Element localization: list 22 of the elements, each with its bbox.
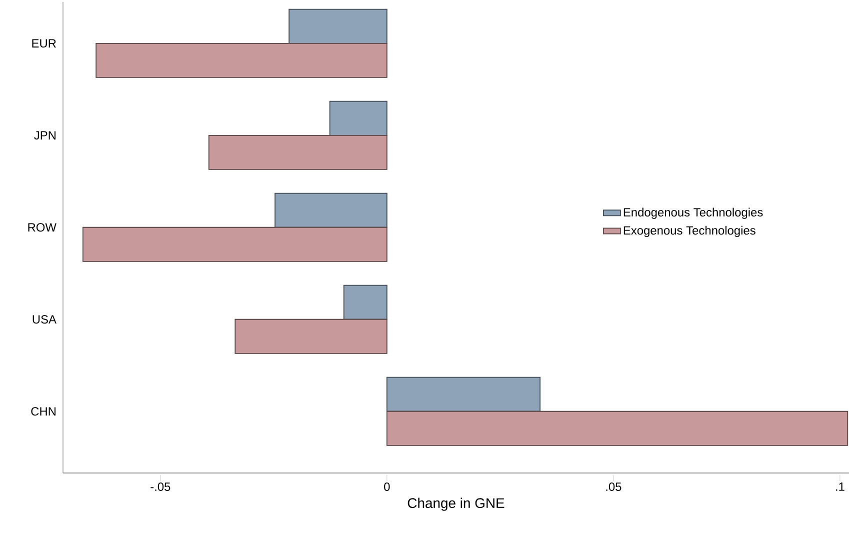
y-tick-label: USA bbox=[32, 315, 56, 324]
x-tick-label: .1 bbox=[836, 482, 844, 491]
bar bbox=[386, 410, 848, 446]
bar bbox=[274, 192, 388, 228]
x-axis-title: Change in GNE bbox=[408, 498, 504, 511]
x-tick-label: 0 bbox=[384, 482, 390, 491]
x-tick-label: .05 bbox=[606, 482, 622, 491]
y-tick-label: EUR bbox=[32, 39, 56, 48]
bar bbox=[343, 284, 388, 320]
y-tick-label: ROW bbox=[28, 223, 56, 232]
bar bbox=[234, 318, 388, 354]
legend-label: Exogenous Technologies bbox=[624, 226, 756, 238]
x-tick-label: -.05 bbox=[150, 482, 170, 491]
legend-label: Endogenous Technologies bbox=[624, 208, 763, 219]
bar bbox=[329, 100, 388, 136]
bar bbox=[386, 376, 540, 412]
y-tick-label: JPN bbox=[34, 131, 56, 140]
bar bbox=[208, 134, 388, 170]
y-tick-label: CHN bbox=[31, 407, 56, 416]
bar bbox=[82, 226, 388, 262]
bar bbox=[96, 42, 388, 78]
bar bbox=[288, 8, 388, 44]
